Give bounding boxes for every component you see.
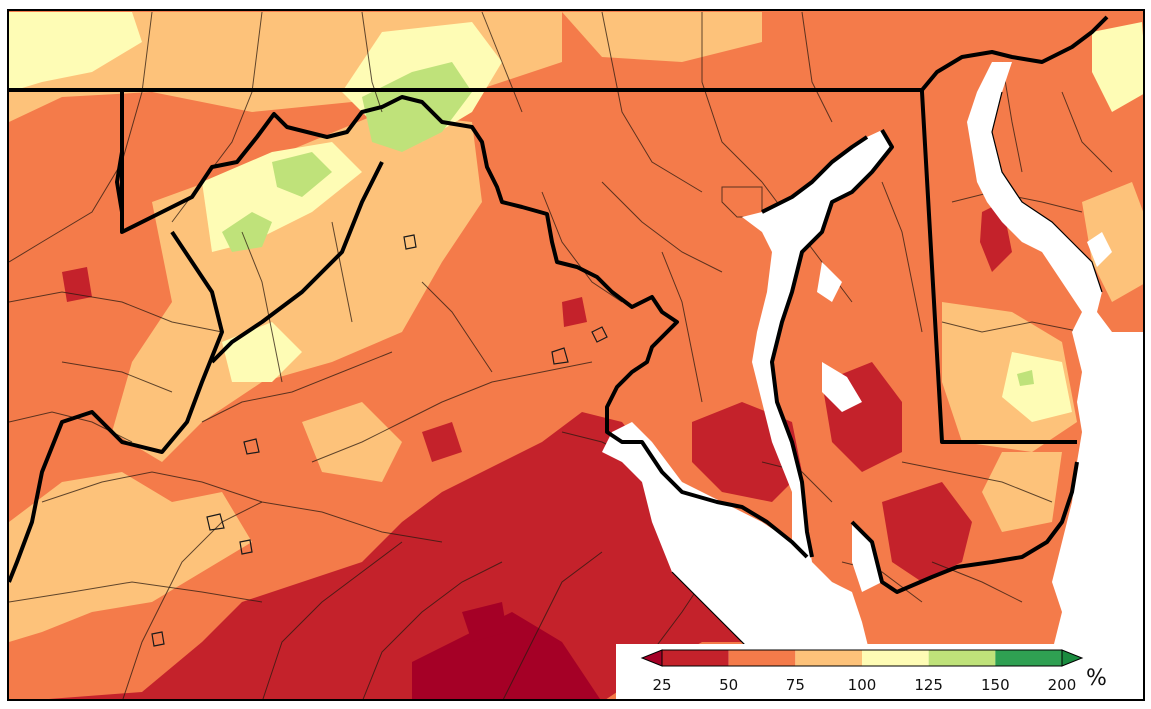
legend-tick-label: 75 bbox=[785, 676, 805, 694]
legend-tick-label: 50 bbox=[719, 676, 739, 694]
legend-tick-label: 100 bbox=[847, 676, 877, 694]
band-125-150-areas bbox=[222, 62, 1034, 386]
state-border-icon bbox=[9, 15, 1109, 594]
map-canvas bbox=[9, 11, 1143, 699]
legend-tick-label: 25 bbox=[652, 676, 672, 694]
city-outlines bbox=[151, 234, 608, 647]
precipitation-map bbox=[7, 9, 1145, 701]
legend-tick-label: 125 bbox=[914, 676, 943, 694]
band-under-25-areas bbox=[412, 602, 600, 699]
legend-tick-label: 150 bbox=[981, 676, 1010, 694]
legend-unit-label: % bbox=[1086, 666, 1107, 691]
chesapeake-bay-icon bbox=[602, 130, 892, 699]
delaware-bay-icon bbox=[967, 62, 1143, 699]
legend-tick-label: 200 bbox=[1047, 676, 1077, 694]
